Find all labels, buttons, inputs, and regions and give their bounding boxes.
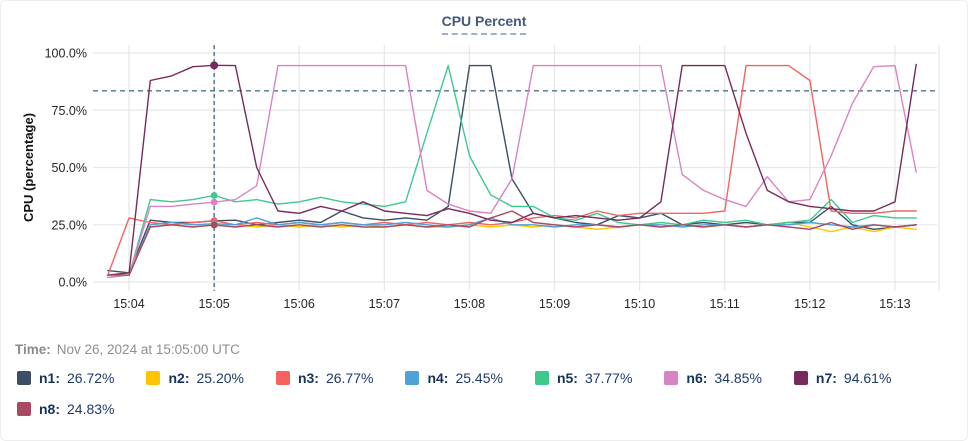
x-tick-label: 15:07 (369, 297, 400, 311)
x-tick-label: 15:12 (794, 297, 825, 311)
legend-swatch-n7 (793, 371, 808, 385)
y-tick-label: 75.0% (52, 104, 87, 118)
legend-swatch-n1 (17, 371, 31, 385)
legend-value-n1: 26.72% (67, 370, 115, 386)
legend-swatch-n8 (17, 402, 31, 416)
legend-label-n5: n5: (556, 370, 578, 386)
series-line-n4[interactable] (107, 217, 917, 276)
y-tick-label: 50.0% (52, 161, 87, 175)
legend-item-n2[interactable]: n2: 25.20% (146, 370, 244, 386)
legend-swatch-n3 (275, 371, 290, 385)
series-line-n7[interactable] (107, 63, 917, 276)
legend-label-n2: n2: (168, 370, 190, 386)
x-tick-label: 15:09 (539, 297, 570, 311)
time-note-label: Time: (15, 342, 51, 357)
x-tick-label: 15:04 (113, 297, 144, 311)
legend-label-n7: n7: (815, 370, 837, 386)
crosshair-dot-n6 (210, 198, 218, 206)
y-tick-label: 100.0% (45, 47, 87, 61)
legend-label-n1: n1: (39, 370, 60, 386)
legend-value-n3: 26.77% (325, 370, 374, 386)
legend-swatch-n4 (405, 371, 420, 385)
x-tick-label: 15:08 (454, 297, 485, 311)
y-tick-label: 25.0% (52, 218, 87, 232)
legend-item-n3[interactable]: n3: 26.77% (275, 370, 374, 386)
legend-value-n5: 37.77% (584, 370, 633, 386)
legend-item-n6[interactable]: n6: 34.85% (664, 370, 762, 386)
series-line-n1[interactable] (107, 64, 917, 274)
legend-label-n4: n4: (427, 370, 449, 386)
series-line-n3[interactable] (107, 64, 917, 276)
series-line-n2[interactable] (107, 221, 917, 276)
legend-label-n3: n3: (297, 370, 319, 386)
chart-title[interactable]: CPU Percent (441, 13, 527, 35)
legend-item-n4[interactable]: n4: 25.45% (405, 370, 503, 386)
legend-row-2: n8: 24.83% (17, 401, 957, 417)
legend-swatch-n6 (664, 371, 679, 385)
legend-item-n7[interactable]: n7: 94.61% (793, 370, 892, 386)
x-tick-label: 15:10 (624, 297, 655, 311)
time-note-value: Nov 26, 2024 at 15:05:00 UTC (56, 342, 240, 357)
series-line-n8[interactable] (107, 210, 917, 276)
x-tick-label: 15:11 (710, 297, 740, 311)
crosshair-dot-n5 (210, 192, 218, 199)
legend-label-n8: n8: (39, 401, 60, 417)
y-axis-title: CPU (percentage) (21, 113, 36, 222)
legend-item-n5[interactable]: n5: 37.77% (534, 370, 633, 386)
legend-value-n6: 34.85% (714, 370, 762, 386)
crosshair-dot-n7 (210, 61, 219, 70)
legend-swatch-n5 (534, 371, 549, 385)
x-tick-label: 15:13 (879, 297, 910, 311)
series-line-n5[interactable] (107, 64, 917, 279)
legend-value-n2: 25.20% (196, 370, 244, 386)
crosshair-dot-n8 (210, 221, 218, 229)
x-tick-label: 15:05 (198, 297, 229, 311)
x-tick-label: 15:06 (284, 297, 315, 311)
legend-value-n4: 25.45% (455, 370, 503, 386)
cpu-percent-chart[interactable]: 0.0% 25.0% 50.0% 75.0% 100.0% 15:04 15:05 15:06… (1, 37, 968, 327)
legend-item-n8[interactable]: n8: 24.83% (17, 401, 114, 417)
legend-label-n6: n6: (686, 370, 708, 386)
legend-item-n1[interactable]: n1: 26.72% (17, 370, 114, 386)
legend-value-n7: 94.61% (843, 370, 892, 386)
legend: n1: 26.72% n2: 25.20% n3: 26.77% n4: 25.… (17, 370, 957, 386)
legend-value-n8: 24.83% (67, 401, 115, 417)
hover-time-note: Time: Nov 26, 2024 at 15:05:00 UTC (15, 342, 240, 357)
y-tick-label: 0.0% (59, 276, 88, 290)
chart-title-row: CPU Percent (1, 13, 967, 35)
legend-swatch-n2 (146, 371, 161, 385)
series-line-n6[interactable] (107, 64, 917, 279)
